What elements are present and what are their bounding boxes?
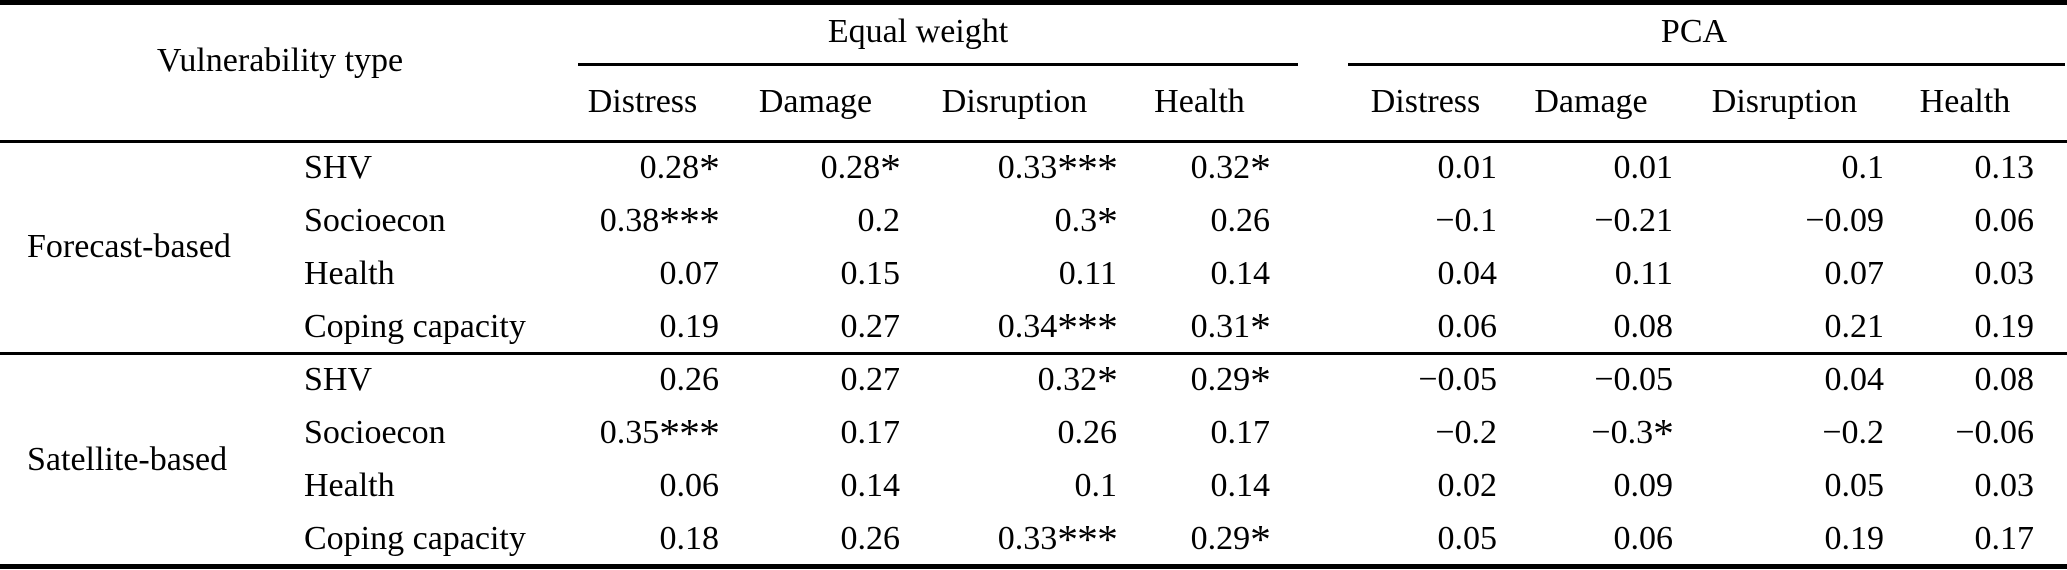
rule-bottom — [0, 564, 2067, 569]
value-cell-pca: 0.01 — [1613, 148, 1674, 186]
value-cell-pca: −0.2 — [1435, 414, 1497, 452]
value-cell-ew: 0.14 — [840, 467, 901, 505]
row-label: Coping capacity — [304, 520, 526, 558]
subheader-ew-health: Health — [1154, 83, 1245, 120]
subheader-ew-damage: Damage — [758, 83, 873, 120]
value-cell-pca: 0.06 — [1613, 520, 1674, 558]
value-cell-ew: 0.26 — [1057, 414, 1118, 452]
value-cell-pca: 0.03 — [1974, 254, 2035, 292]
value-cell-pca: 0.1 — [1841, 148, 1885, 186]
value-cell-ew: 0.26 — [840, 520, 901, 558]
subheader-ew-distress: Distress — [587, 83, 698, 120]
value-cell-pca: 0.06 — [1974, 201, 2035, 239]
value-cell-ew: 0.27 — [840, 360, 901, 398]
value-cell-pca: 0.05 — [1824, 467, 1885, 505]
value-cell-ew: 0.14 — [1210, 467, 1271, 505]
value-cell-ew: 0.26 — [659, 360, 720, 398]
value-cell-ew: 0.17 — [1210, 414, 1271, 452]
value-cell-ew: 0.35 *** — [599, 410, 720, 457]
row-label: Health — [304, 254, 395, 292]
value-cell-pca: 0.03 — [1974, 467, 2035, 505]
value-cell-pca: −0.05 — [1594, 360, 1673, 398]
value-cell-pca: 0.01 — [1437, 148, 1498, 186]
header-pca: PCA — [1660, 12, 1728, 50]
value-cell-ew: 0.33 *** — [997, 516, 1118, 563]
rule-top — [0, 0, 2067, 5]
rule-section-divider — [0, 352, 2067, 355]
value-cell-pca: −0.21 — [1594, 201, 1673, 239]
value-cell-pca: 0.09 — [1613, 467, 1674, 505]
value-cell-pca: −0.2 — [1822, 414, 1884, 452]
value-cell-ew: 0.18 — [659, 520, 720, 558]
cmidrule-equal-weight — [578, 63, 1298, 66]
row-label: Socioecon — [304, 201, 446, 239]
row-label: SHV — [304, 148, 373, 186]
group-label: Satellite-based — [27, 440, 228, 478]
value-cell-pca: 0.07 — [1824, 254, 1885, 292]
value-cell-pca: −0.06 — [1955, 414, 2034, 452]
value-cell-pca: 0.08 — [1613, 307, 1674, 345]
value-cell-ew: 0.32 * — [1190, 144, 1271, 191]
value-cell-ew: 0.27 — [840, 307, 901, 345]
value-cell-pca: 0.13 — [1974, 148, 2035, 186]
value-cell-pca: 0.08 — [1974, 360, 2035, 398]
value-cell-ew: 0.33 *** — [997, 144, 1118, 191]
value-cell-pca: 0.02 — [1437, 467, 1498, 505]
value-cell-pca: 0.19 — [1824, 520, 1885, 558]
value-cell-ew: 0.14 — [1210, 254, 1271, 292]
value-cell-pca: −0.3 * — [1591, 410, 1673, 457]
value-cell-ew: 0.29 * — [1190, 516, 1271, 563]
subheader-ew-disruption: Disruption — [941, 83, 1088, 120]
value-cell-ew: 0.2 — [857, 201, 901, 239]
value-cell-pca: 0.05 — [1437, 520, 1498, 558]
value-cell-ew: 0.38 *** — [599, 197, 720, 244]
row-label: SHV — [304, 360, 373, 398]
subheader-pca-damage: Damage — [1534, 83, 1648, 120]
row-label: Socioecon — [304, 414, 446, 452]
value-cell-ew: 0.31 * — [1190, 303, 1271, 350]
value-cell-pca: 0.21 — [1824, 307, 1885, 345]
group-label: Forecast-based — [27, 228, 231, 266]
value-cell-ew: 0.19 — [659, 307, 720, 345]
value-cell-ew: 0.34 *** — [997, 303, 1118, 350]
value-cell-pca: −0.09 — [1805, 201, 1884, 239]
value-cell-ew: 0.1 — [1074, 467, 1118, 505]
value-cell-ew: 0.3 * — [1054, 197, 1118, 244]
value-cell-ew: 0.06 — [659, 467, 720, 505]
value-cell-pca: 0.06 — [1437, 307, 1498, 345]
value-cell-ew: 0.32 * — [1037, 356, 1118, 403]
value-cell-ew: 0.28 * — [820, 144, 901, 191]
value-cell-pca: 0.04 — [1437, 254, 1498, 292]
value-cell-ew: 0.11 — [1058, 254, 1117, 292]
value-cell-pca: −0.05 — [1418, 360, 1497, 398]
row-label: Health — [304, 467, 395, 505]
value-cell-ew: 0.15 — [840, 254, 901, 292]
subheader-pca-health: Health — [1919, 83, 2011, 120]
value-cell-pca: 0.17 — [1974, 520, 2035, 558]
row-label: Coping capacity — [304, 307, 526, 345]
value-cell-ew: 0.26 — [1210, 201, 1271, 239]
header-vulnerability-type: Vulnerability type — [156, 41, 404, 79]
value-cell-ew: 0.28 * — [639, 144, 720, 191]
value-cell-pca: 0.11 — [1614, 254, 1673, 292]
value-cell-ew: 0.17 — [840, 414, 901, 452]
value-cell-ew: 0.29 * — [1190, 356, 1271, 403]
subheader-pca-distress: Distress — [1370, 83, 1481, 120]
value-cell-ew: 0.07 — [659, 254, 720, 292]
subheader-pca-disruption: Disruption — [1711, 83, 1858, 120]
rule-under-headers — [0, 140, 2067, 143]
cmidrule-pca — [1348, 63, 2065, 66]
value-cell-pca: 0.19 — [1974, 307, 2035, 345]
header-equal-weight: Equal weight — [827, 12, 1009, 50]
value-cell-pca: 0.04 — [1824, 360, 1885, 398]
value-cell-pca: −0.1 — [1435, 201, 1497, 239]
